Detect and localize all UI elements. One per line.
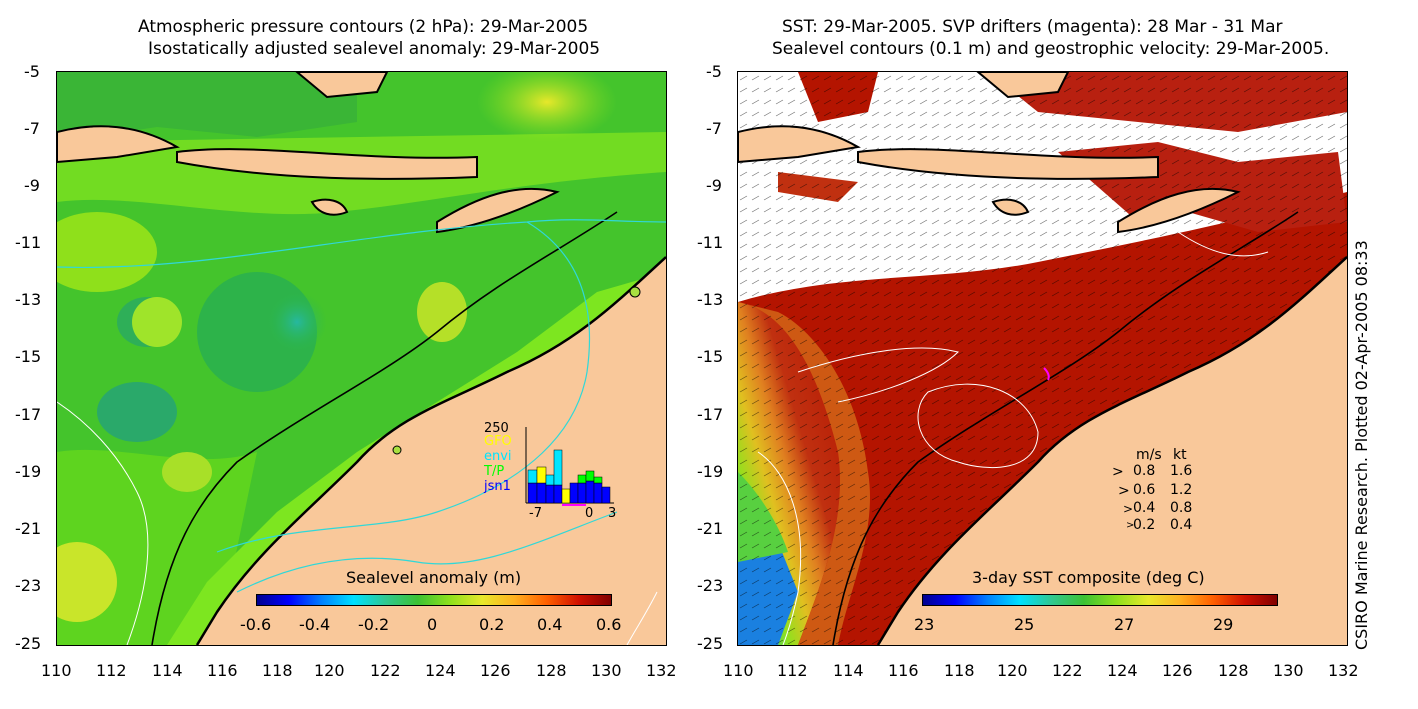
left-xtick-2: 112 (96, 661, 127, 680)
inset-legend-envi: envi (484, 449, 512, 464)
right-xtick-1: 110 (723, 661, 754, 680)
right-ytick-2: -7 (706, 119, 722, 138)
left-xtick-9: 126 (480, 661, 511, 680)
left-ytick-6: -15 (15, 347, 42, 366)
velocity-legend-row2-kt: 1.2 (1170, 482, 1193, 498)
right-xtick-9: 126 (1162, 661, 1193, 680)
right-ytick-5: -13 (697, 290, 724, 309)
right-xtick-2: 112 (777, 661, 808, 680)
right-ytick-1: -5 (706, 62, 722, 81)
left-title-line2: Isostatically adjusted sealevel anomaly:… (148, 39, 601, 59)
velocity-legend-row4-kt: 0.4 (1170, 517, 1193, 533)
left-ytick-4: -11 (15, 233, 42, 252)
right-xtick-8: 124 (1107, 661, 1138, 680)
left-cbar-tick-1: -0.6 (240, 615, 272, 634)
left-cbar-tick-3: -0.2 (358, 615, 390, 634)
left-cbar-tick-5: 0.2 (479, 615, 505, 634)
right-colorbar-label: 3-day SST composite (deg C) (972, 568, 1205, 587)
inset-legend-gfo: GFO (484, 434, 512, 449)
left-xtick-8: 124 (425, 661, 456, 680)
inset-xtick-3: 3 (608, 506, 617, 521)
inset-xtick-1: -7 (529, 506, 542, 521)
left-ytick-11: -25 (15, 634, 42, 653)
sealevel-map-panel (56, 71, 667, 646)
right-xtick-11: 130 (1273, 661, 1304, 680)
left-ytick-8: -19 (15, 462, 42, 481)
left-ytick-5: -13 (15, 290, 42, 309)
right-cbar-tick-3: 27 (1114, 615, 1135, 634)
right-ytick-9: -21 (697, 519, 724, 538)
left-ytick-2: -7 (24, 119, 40, 138)
right-cbar-tick-1: 23 (914, 615, 935, 634)
left-xtick-12: 132 (646, 661, 677, 680)
left-cbar-tick-6: 0.4 (537, 615, 563, 634)
right-ytick-10: -23 (697, 576, 724, 595)
left-cbar-tick-2: -0.4 (299, 615, 331, 634)
left-ytick-7: -17 (15, 405, 42, 424)
velocity-legend-row2-ms: 0.6 (1133, 482, 1156, 498)
inset-legend-jsn1: jsn1 (484, 479, 511, 494)
inset-xtick-2: 0 (585, 506, 594, 521)
left-xtick-10: 128 (536, 661, 567, 680)
left-ytick-1: -5 (24, 62, 40, 81)
right-xtick-7: 122 (1052, 661, 1083, 680)
left-xtick-3: 114 (152, 661, 183, 680)
right-xtick-6: 120 (997, 661, 1028, 680)
left-xtick-4: 116 (207, 661, 238, 680)
velocity-legend-kt-header: kt (1173, 447, 1187, 463)
inset-ymax-label: 250 (484, 421, 509, 436)
sst-map-panel (737, 71, 1348, 646)
sealevel-map (57, 72, 666, 645)
right-xtick-5: 118 (944, 661, 975, 680)
left-xtick-1: 110 (41, 661, 72, 680)
right-ytick-7: -17 (697, 405, 724, 424)
right-cbar-tick-2: 25 (1014, 615, 1035, 634)
velocity-legend-row3-ms: 0.4 (1133, 500, 1156, 516)
left-colorbar (256, 594, 612, 606)
left-ytick-10: -23 (15, 576, 42, 595)
left-ytick-9: -21 (15, 519, 42, 538)
left-xtick-5: 118 (262, 661, 293, 680)
right-cbar-tick-4: 29 (1213, 615, 1234, 634)
velocity-legend-row1-ms: 0.8 (1133, 463, 1156, 479)
left-title-line1: Atmospheric pressure contours (2 hPa): 2… (138, 17, 589, 37)
inset-bar-chart (525, 427, 614, 506)
velocity-arrow-icon-3: > (1123, 502, 1134, 516)
velocity-arrow-icon-1: > (1112, 464, 1124, 480)
right-ytick-4: -11 (697, 233, 724, 252)
inset-legend-tp: T/P (484, 464, 505, 479)
left-cbar-tick-4: 0 (427, 615, 438, 634)
left-xtick-11: 130 (591, 661, 622, 680)
right-ytick-3: -9 (706, 176, 722, 195)
velocity-legend-row4-ms: 0.2 (1133, 517, 1156, 533)
credit-text: CSIRO Marine Research. Plotted 02-Apr-20… (1352, 240, 1371, 650)
right-ytick-8: -19 (697, 462, 724, 481)
velocity-arrow-icon-4: > (1126, 520, 1135, 531)
right-colorbar (922, 594, 1278, 606)
left-xtick-7: 122 (370, 661, 401, 680)
velocity-legend-row3-kt: 0.8 (1170, 500, 1193, 516)
right-title-line1: SST: 29-Mar-2005. SVP drifters (magenta)… (782, 17, 1283, 37)
left-colorbar-label: Sealevel anomaly (m) (346, 568, 522, 587)
right-ytick-11: -25 (697, 634, 724, 653)
right-ytick-6: -15 (697, 347, 724, 366)
left-xtick-6: 120 (314, 661, 345, 680)
sst-map (738, 72, 1347, 645)
left-cbar-tick-7: 0.6 (596, 615, 622, 634)
right-xtick-3: 114 (833, 661, 864, 680)
right-title-line2: Sealevel contours (0.1 m) and geostrophi… (772, 39, 1330, 59)
right-xtick-12: 132 (1328, 661, 1359, 680)
velocity-arrow-icon-2: > (1118, 483, 1130, 499)
velocity-legend-ms-header: m/s (1136, 447, 1162, 463)
right-xtick-10: 128 (1218, 661, 1249, 680)
velocity-legend-row1-kt: 1.6 (1170, 463, 1193, 479)
right-xtick-4: 116 (888, 661, 919, 680)
left-ytick-3: -9 (24, 176, 40, 195)
